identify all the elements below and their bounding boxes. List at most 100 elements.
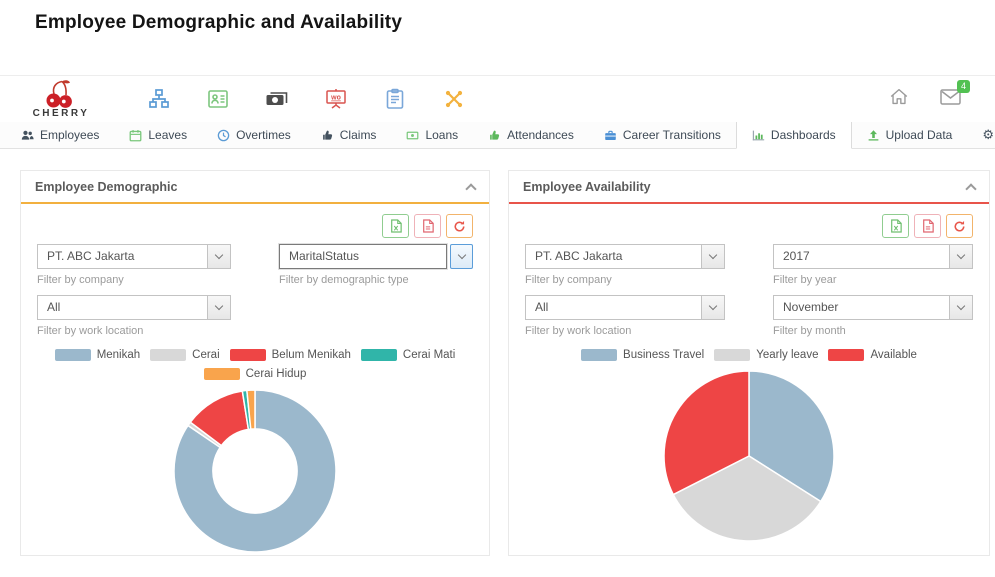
pie-chart xyxy=(525,369,973,543)
chevron-down-icon xyxy=(450,244,473,269)
pie-slice-available[interactable] xyxy=(663,370,750,496)
legend-swatch xyxy=(828,349,865,361)
select-value: MaritalStatus xyxy=(279,244,447,269)
employee-id-card-icon[interactable] xyxy=(205,86,231,112)
tab-overtimes[interactable]: Overtimes xyxy=(202,122,306,149)
export-toolbar xyxy=(37,214,473,238)
filters-grid: PT. ABC Jakarta Filter by company Marita… xyxy=(37,244,473,337)
tab-label: Upload Data xyxy=(885,128,953,142)
legend-swatch xyxy=(203,368,240,380)
tab-claims[interactable]: Claims xyxy=(305,122,392,149)
select-value: PT. ABC Jakarta xyxy=(535,249,623,263)
svg-text:wo: wo xyxy=(330,95,341,102)
legend-item[interactable]: Cerai Hidup xyxy=(203,368,307,380)
pdf-file-icon xyxy=(422,219,434,233)
export-pdf-button[interactable] xyxy=(914,214,941,238)
export-pdf-button[interactable] xyxy=(414,214,441,238)
demographic-type-filter-select[interactable]: MaritalStatus xyxy=(279,244,473,269)
brand-name: CHERRY xyxy=(32,107,90,119)
tab-dashboards[interactable]: Dashboards xyxy=(735,122,852,149)
work-location-filter-select[interactable]: All xyxy=(525,295,725,320)
filter-demographic-type: MaritalStatus Filter by demographic type xyxy=(279,244,473,286)
legend-item[interactable]: Yearly leave xyxy=(714,349,818,361)
tab-setups[interactable]: ⚙⚙ Setups xyxy=(967,122,995,149)
collapse-chevron-icon[interactable] xyxy=(465,183,477,195)
year-filter-select[interactable]: 2017 xyxy=(773,244,973,269)
company-filter-select[interactable]: PT. ABC Jakarta xyxy=(37,244,231,269)
legend-swatch xyxy=(54,349,91,361)
tab-loans[interactable]: Loans xyxy=(391,122,474,149)
mail-icon[interactable]: 4 xyxy=(938,79,970,113)
refresh-icon xyxy=(454,220,465,232)
legend-item[interactable]: Belum Menikah xyxy=(229,349,351,361)
legend-item[interactable]: Available xyxy=(828,349,917,361)
org-structure-icon[interactable] xyxy=(146,86,172,112)
export-toolbar xyxy=(525,214,973,238)
work-order-board-icon[interactable]: wo xyxy=(323,86,349,112)
select-value: All xyxy=(535,300,549,314)
refresh-button[interactable] xyxy=(946,214,973,238)
top-application-bar: CHERRY wo 4 xyxy=(0,75,995,122)
legend-label: Cerai Mati xyxy=(402,349,456,361)
module-icon-bar: wo xyxy=(146,86,467,112)
select-value: 2017 xyxy=(783,249,810,263)
clock-icon xyxy=(217,129,230,141)
tab-upload-data[interactable]: Upload Data xyxy=(851,122,968,149)
collapse-chevron-icon[interactable] xyxy=(965,183,977,195)
setup-tools-icon[interactable] xyxy=(441,86,467,112)
mail-count-badge: 4 xyxy=(957,79,970,93)
filter-label: Filter by month xyxy=(773,325,846,337)
legend-item[interactable]: Cerai Mati xyxy=(360,349,456,361)
filter-label: Filter by company xyxy=(37,274,124,286)
briefcase-icon xyxy=(605,130,616,140)
tab-label: Career Transitions xyxy=(622,128,721,142)
payroll-money-icon[interactable] xyxy=(264,86,290,112)
chevron-down-icon xyxy=(207,296,230,319)
select-value: PT. ABC Jakarta xyxy=(47,249,135,263)
filter-year: 2017 Filter by year xyxy=(773,244,973,286)
tab-attendances[interactable]: Attendances xyxy=(473,122,589,149)
export-excel-button[interactable] xyxy=(882,214,909,238)
filters-grid: PT. ABC Jakarta Filter by company 2017 F… xyxy=(525,244,973,337)
refresh-button[interactable] xyxy=(446,214,473,238)
panel-body: PT. ABC Jakarta Filter by company Marita… xyxy=(21,204,489,554)
pie-slice-menikah[interactable] xyxy=(173,389,337,553)
gears-icon: ⚙⚙ xyxy=(982,127,995,143)
attendance-hand-icon xyxy=(490,130,500,140)
cherry-logo[interactable]: CHERRY xyxy=(28,79,94,119)
pie-slice-cerai-hidup[interactable] xyxy=(246,389,256,430)
tab-label: Dashboards xyxy=(770,128,836,142)
cherry-icon xyxy=(46,79,72,108)
legend-item[interactable]: Cerai xyxy=(150,349,220,361)
tab-label: Overtimes xyxy=(236,128,291,142)
company-filter-select[interactable]: PT. ABC Jakarta xyxy=(525,244,725,269)
filter-label: Filter by company xyxy=(525,274,612,286)
users-icon xyxy=(21,130,34,140)
select-value: November xyxy=(783,300,839,314)
legend-label: Business Travel xyxy=(623,349,705,361)
clipboard-report-icon[interactable] xyxy=(382,86,408,112)
legend-swatch xyxy=(150,349,187,361)
tab-label: Attendances xyxy=(507,128,574,142)
legend-label: Belum Menikah xyxy=(271,349,351,361)
tab-leaves[interactable]: Leaves xyxy=(114,122,203,149)
chevron-down-icon xyxy=(701,296,724,319)
export-excel-button[interactable] xyxy=(382,214,409,238)
legend-swatch xyxy=(360,349,397,361)
panel-title: Employee Demographic xyxy=(35,180,178,194)
topbar-right-icons: 4 xyxy=(888,79,970,113)
chart-legend: Menikah Cerai Belum Menikah Cerai Mati Cerai… xyxy=(37,349,473,380)
pie-slice-yearly-leave[interactable] xyxy=(672,455,822,542)
tab-career-transitions[interactable]: Career Transitions xyxy=(588,122,736,149)
legend-label: Cerai Hidup xyxy=(245,368,307,380)
claim-hand-icon xyxy=(322,130,332,140)
tab-label: Claims xyxy=(339,128,377,142)
tab-employees[interactable]: Employees xyxy=(6,122,115,149)
dashboard-panels: Employee Demographic PT. ABC Jakarta xyxy=(20,170,990,556)
refresh-icon xyxy=(954,220,965,232)
legend-item[interactable]: Menikah xyxy=(54,349,140,361)
home-icon[interactable] xyxy=(888,86,910,113)
work-location-filter-select[interactable]: All xyxy=(37,295,231,320)
legend-item[interactable]: Business Travel xyxy=(581,349,704,361)
month-filter-select[interactable]: November xyxy=(773,295,973,320)
